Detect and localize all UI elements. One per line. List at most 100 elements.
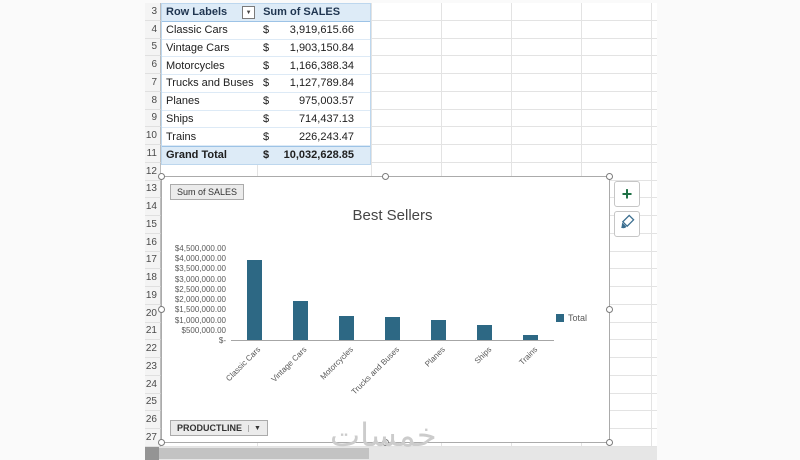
axis-field-button[interactable]: PRODUCTLINE ▼ xyxy=(170,420,268,436)
chart-resize-handle[interactable] xyxy=(158,439,165,446)
pivot-header-row-labels-cell[interactable]: Row Labels ▼ xyxy=(162,4,257,21)
x-axis-line xyxy=(231,340,554,341)
grand-total-label[interactable]: Grand Total xyxy=(166,149,227,162)
row-header-9[interactable]: 9 xyxy=(145,109,161,128)
y-axis-tick: $4,500,000.00 xyxy=(174,244,226,253)
axis-field-label: PRODUCTLINE xyxy=(177,423,242,433)
row-header-7[interactable]: 7 xyxy=(145,74,161,92)
pivot-row-value[interactable]: $975,003.57 xyxy=(257,93,370,110)
amount-text: 3,919,615.66 xyxy=(289,24,354,37)
row-header-12[interactable]: 12 xyxy=(145,162,161,181)
amount-text: 226,243.47 xyxy=(298,130,354,143)
pivot-row-label[interactable]: Vintage Cars xyxy=(166,41,230,54)
row-header-13[interactable]: 13 xyxy=(145,180,161,199)
chart-resize-handle[interactable] xyxy=(158,305,165,313)
legend-label: Total xyxy=(568,313,588,323)
amount-text: 1,127,789.84 xyxy=(289,77,354,90)
watermark-text: خمسات xyxy=(330,416,437,454)
currency-symbol: $ xyxy=(263,112,270,125)
currency-symbol: $ xyxy=(263,130,270,143)
row-header-22[interactable]: 22 xyxy=(145,340,161,358)
value-field-button[interactable]: Sum of SALES xyxy=(170,184,245,200)
pivot-row: Vintage Cars $1,903,150.84 xyxy=(162,40,370,58)
row-header-11[interactable]: 11 xyxy=(145,145,161,163)
row-header-19[interactable]: 19 xyxy=(145,287,161,305)
chart-styles-button[interactable] xyxy=(614,211,640,237)
row-header-8[interactable]: 8 xyxy=(145,91,161,110)
row-header-18[interactable]: 18 xyxy=(145,269,161,287)
row-header-17[interactable]: 17 xyxy=(145,251,161,270)
pivot-header-values-cell[interactable]: Sum of SALES xyxy=(263,6,341,19)
filter-dropdown-icon[interactable]: ▼ xyxy=(242,6,256,19)
y-axis-tick: $3,500,000.00 xyxy=(174,264,226,274)
category-label: Planes xyxy=(423,345,448,369)
grand-total-amount: 10,032,628.85 xyxy=(283,149,354,162)
chart-bar[interactable] xyxy=(431,320,447,340)
row-header-25[interactable]: 25 xyxy=(145,393,161,412)
chart-resize-handle[interactable] xyxy=(381,439,389,446)
row-header-5[interactable]: 5 xyxy=(145,38,161,57)
row-header-15[interactable]: 15 xyxy=(145,216,161,234)
pivot-row: Trains $226,243.47 xyxy=(162,128,370,146)
chart-resize-handle[interactable] xyxy=(606,439,613,446)
pivot-row-label[interactable]: Classic Cars xyxy=(166,24,228,37)
row-header-21[interactable]: 21 xyxy=(145,322,161,341)
chart-bar[interactable] xyxy=(477,325,493,340)
y-axis-tick: $2,500,000.00 xyxy=(174,284,226,294)
chart-title[interactable]: Best Sellers xyxy=(352,207,433,224)
horizontal-scrollbar[interactable] xyxy=(145,447,657,460)
chart-bar[interactable] xyxy=(523,335,539,340)
currency-symbol: $ xyxy=(263,41,270,54)
scrollbar-corner xyxy=(145,447,159,460)
category-label: Classic Cars xyxy=(224,345,263,384)
amount-text: 1,166,388.34 xyxy=(289,59,354,72)
row-header-6[interactable]: 6 xyxy=(145,56,161,74)
chart-resize-handle[interactable] xyxy=(606,305,613,313)
amount-text: 1,903,150.84 xyxy=(289,41,354,54)
pivot-row-label[interactable]: Ships xyxy=(166,112,194,125)
legend[interactable]: Total xyxy=(556,313,587,323)
pivot-chart[interactable]: Sum of SALES Best Sellers $4,500,000.00 $… xyxy=(158,173,613,446)
row-header-27[interactable]: 27 xyxy=(145,429,161,447)
pivot-row-value[interactable]: $226,243.47 xyxy=(257,128,370,145)
row-header-10[interactable]: 10 xyxy=(145,127,161,145)
row-header-4[interactable]: 4 xyxy=(145,20,161,39)
category-label: Trucks and Buses xyxy=(349,345,401,397)
currency-symbol: $ xyxy=(263,95,270,108)
pivot-row-value[interactable]: $3,919,615.66 xyxy=(257,22,370,39)
pivot-row-value[interactable]: $1,166,388.34 xyxy=(257,57,370,74)
pivot-row-label[interactable]: Trucks and Buses xyxy=(166,77,254,90)
pivot-row-value[interactable]: $714,437.13 xyxy=(257,111,370,128)
chart-resize-handle[interactable] xyxy=(606,173,613,180)
row-labels-text: Row Labels xyxy=(166,6,228,19)
chart-bar[interactable] xyxy=(385,316,400,340)
pivot-body: Classic Cars $3,919,615.66 Vintage Cars $1,… xyxy=(162,22,370,146)
y-axis-tick: $4,000,000.00 xyxy=(174,254,226,264)
y-axis-tick: $1,000,000.00 xyxy=(174,315,226,325)
pivot-row-value[interactable]: $1,903,150.84 xyxy=(257,40,370,57)
row-header-23[interactable]: 23 xyxy=(145,358,161,376)
row-header-14[interactable]: 14 xyxy=(145,198,161,216)
currency-symbol: $ xyxy=(263,24,270,37)
row-header-26[interactable]: 26 xyxy=(145,411,161,429)
pivot-row-label[interactable]: Trains xyxy=(166,130,197,143)
chart-bar[interactable] xyxy=(292,301,308,340)
pivot-row-label[interactable]: Planes xyxy=(166,95,200,108)
chart-elements-button[interactable]: + xyxy=(614,181,640,207)
chart-bar[interactable] xyxy=(246,259,262,340)
chevron-down-icon: ▼ xyxy=(248,424,261,432)
chart-resize-handle[interactable] xyxy=(158,173,165,180)
scrollbar-thumb[interactable] xyxy=(159,448,369,459)
pivot-row-label[interactable]: Motorcycles xyxy=(166,59,225,72)
chart-bar[interactable] xyxy=(338,316,354,340)
pivot-row: Motorcycles $1,166,388.34 xyxy=(162,57,370,75)
grand-total-value[interactable]: $ 10,032,628.85 xyxy=(257,147,370,164)
row-header-24[interactable]: 24 xyxy=(145,375,161,394)
row-header-16[interactable]: 16 xyxy=(145,233,161,252)
pivot-row-value[interactable]: $1,127,789.84 xyxy=(257,75,370,92)
row-header-3[interactable]: 3 xyxy=(145,3,161,21)
chart-resize-handle[interactable] xyxy=(381,173,389,180)
pivot-row: Ships $714,437.13 xyxy=(162,111,370,129)
row-header-20[interactable]: 20 xyxy=(145,304,161,323)
